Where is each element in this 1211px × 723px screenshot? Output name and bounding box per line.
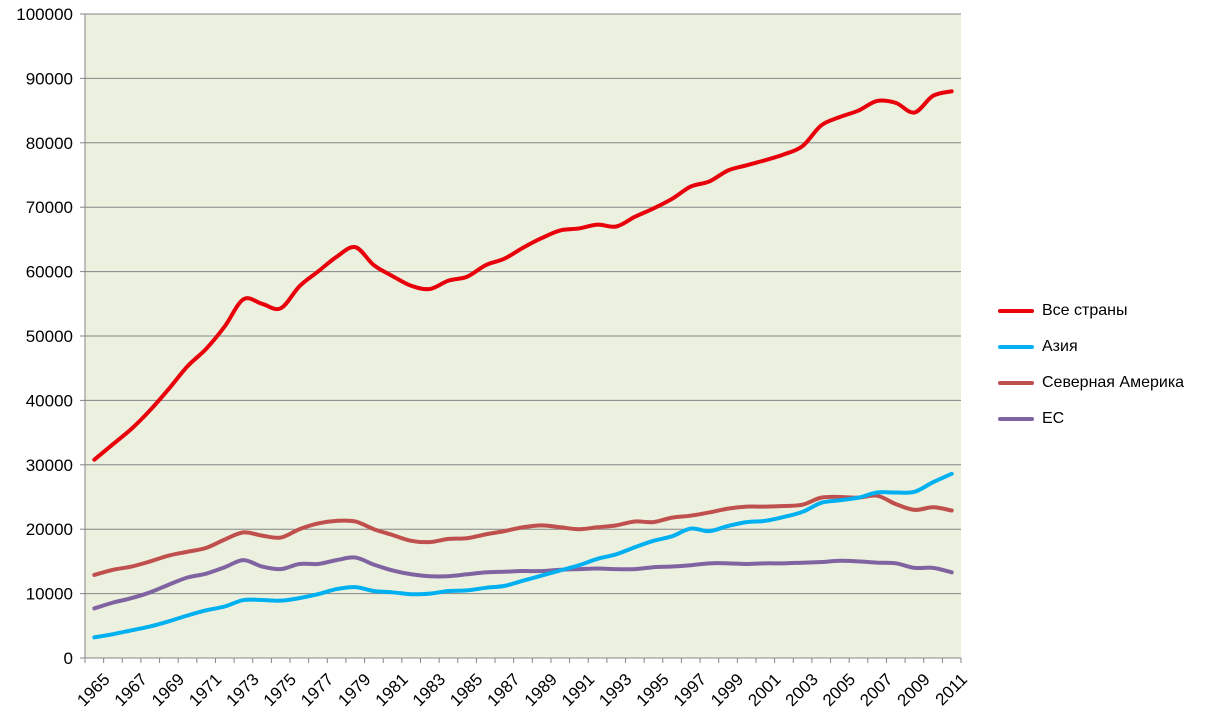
x-tick-label: 1985: [446, 670, 486, 710]
legend-label: ЕС: [1042, 410, 1065, 427]
x-tick-label: 1993: [595, 670, 635, 710]
y-axis-ticks: 0 10000 20000 30000 40000 50000 60000 70000 8000…: [16, 5, 73, 668]
x-axis-ticks: 1965196719691971197319751977197919811983…: [73, 658, 971, 710]
x-tick-label: 1969: [148, 670, 188, 710]
y-tick-label: 30000: [26, 456, 73, 475]
series-line-1: [92, 89, 954, 462]
x-tick-label: 2007: [856, 670, 896, 710]
x-tick-label: 2003: [782, 670, 822, 710]
x-tick-label: 2005: [819, 670, 859, 710]
y-tick-label: 50000: [26, 327, 73, 346]
x-tick-label: 1975: [260, 670, 300, 710]
x-tick-label: 1971: [185, 670, 225, 710]
y-tick-label: 90000: [26, 69, 73, 88]
legend-swatch: [998, 309, 1034, 313]
legend-item: Северная Америка: [998, 365, 1208, 401]
x-tick-label: 1987: [483, 670, 523, 710]
x-tick-label: 1989: [521, 670, 561, 710]
legend-label: Северная Америка: [1042, 374, 1185, 391]
series-line-4: [92, 555, 954, 611]
series-lines: [92, 89, 954, 640]
y-tick-label: 20000: [26, 520, 73, 539]
legend: Все страны Азия Северная Америка ЕС: [998, 293, 1208, 437]
x-tick-label: 1977: [297, 670, 337, 710]
x-tick-label: 1983: [409, 670, 449, 710]
series-line-3: [92, 493, 954, 577]
series-line-2: [92, 471, 954, 640]
y-tick-label: 10000: [26, 585, 73, 604]
legend-swatch: [998, 345, 1034, 349]
legend-label: Все страны: [1042, 302, 1128, 319]
x-tick-label: 1991: [558, 670, 598, 710]
legend-item: Все страны: [998, 293, 1208, 329]
y-tick-label: 100000: [16, 5, 73, 24]
x-tick-label: 1973: [223, 670, 263, 710]
x-tick-label: 1999: [707, 670, 747, 710]
legend-item: ЕС: [998, 401, 1208, 437]
legend-swatch: [998, 417, 1034, 421]
x-tick-label: 2009: [894, 670, 934, 710]
legend-item: Азия: [998, 329, 1208, 365]
y-tick-label: 0: [64, 649, 73, 668]
y-tick-label: 70000: [26, 198, 73, 217]
x-tick-label: 1995: [633, 670, 673, 710]
x-tick-label: 2011: [932, 670, 971, 709]
y-tick-label: 80000: [26, 134, 73, 153]
x-tick-label: 1965: [73, 670, 113, 710]
x-tick-label: 1981: [372, 670, 412, 710]
legend-swatch: [998, 381, 1034, 385]
x-tick-label: 1997: [670, 670, 710, 710]
y-tick-label: 40000: [26, 391, 73, 410]
x-tick-label: 1967: [111, 670, 151, 710]
legend-label: Азия: [1042, 338, 1078, 355]
x-tick-label: 2001: [744, 670, 784, 710]
gridlines: [80, 13, 961, 659]
y-tick-label: 60000: [26, 263, 73, 282]
x-tick-label: 1979: [334, 670, 374, 710]
